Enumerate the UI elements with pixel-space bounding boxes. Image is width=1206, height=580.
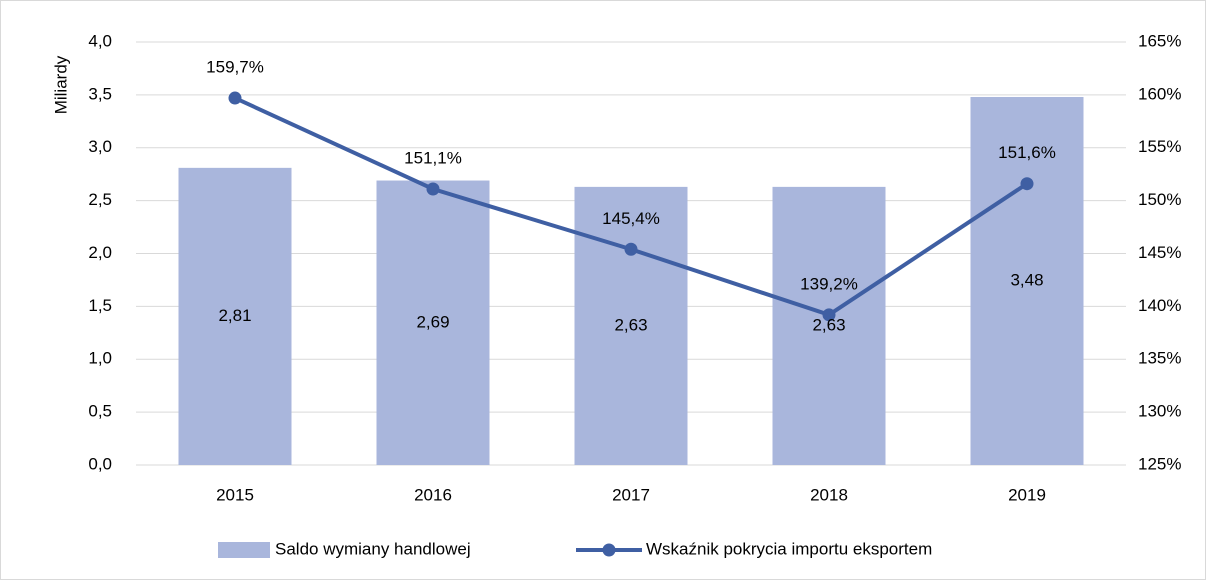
data-label: 145,4% bbox=[602, 209, 660, 228]
legend-swatch bbox=[218, 542, 270, 558]
y-tick-label: 2,5 bbox=[88, 190, 112, 209]
bar bbox=[376, 180, 490, 465]
y2-tick-label: 125% bbox=[1138, 454, 1181, 473]
x-tick-label: 2018 bbox=[810, 485, 848, 504]
x-tick-label: 2016 bbox=[414, 485, 452, 504]
y-tick-label: 2,0 bbox=[88, 243, 112, 262]
data-label: 151,1% bbox=[404, 148, 462, 167]
line-point bbox=[426, 182, 440, 196]
y-tick-label: 0,0 bbox=[88, 454, 112, 473]
line-point bbox=[1020, 177, 1034, 191]
data-label: 151,6% bbox=[998, 143, 1056, 162]
data-label: 2,69 bbox=[416, 312, 449, 331]
data-label: 2,81 bbox=[218, 306, 251, 325]
legend-marker bbox=[602, 543, 616, 557]
data-label: 2,63 bbox=[614, 315, 647, 334]
bar bbox=[772, 186, 886, 465]
y2-tick-label: 160% bbox=[1138, 84, 1181, 103]
y2-tick-label: 135% bbox=[1138, 349, 1181, 368]
y2-tick-label: 155% bbox=[1138, 137, 1181, 156]
y-tick-label: 4,0 bbox=[88, 31, 112, 50]
line-point bbox=[822, 308, 836, 322]
data-label: 3,48 bbox=[1010, 270, 1043, 289]
y-tick-label: 1,5 bbox=[88, 296, 112, 315]
line-point bbox=[228, 91, 242, 105]
x-tick-label: 2015 bbox=[216, 485, 254, 504]
bar bbox=[178, 167, 292, 465]
y2-tick-label: 150% bbox=[1138, 190, 1181, 209]
line-point bbox=[624, 242, 638, 256]
data-label: 2,63 bbox=[812, 315, 845, 334]
bar bbox=[574, 186, 688, 465]
y2-tick-label: 130% bbox=[1138, 402, 1181, 421]
bar bbox=[970, 96, 1084, 466]
data-label: 139,2% bbox=[800, 274, 858, 293]
x-tick-label: 2017 bbox=[612, 485, 650, 504]
y2-tick-label: 140% bbox=[1138, 296, 1181, 315]
y-tick-label: 1,0 bbox=[88, 349, 112, 368]
y-tick-label: 3,5 bbox=[88, 84, 112, 103]
y-tick-label: 0,5 bbox=[88, 402, 112, 421]
legend-label: Wskaźnik pokrycia importu eksportem bbox=[646, 539, 932, 558]
y-axis-title: Miliardy bbox=[51, 55, 70, 114]
y2-tick-label: 145% bbox=[1138, 243, 1181, 262]
y-tick-label: 3,0 bbox=[88, 137, 112, 156]
y2-tick-label: 165% bbox=[1138, 31, 1181, 50]
data-label: 159,7% bbox=[206, 58, 264, 77]
legend-label: Saldo wymiany handlowej bbox=[275, 539, 471, 558]
x-tick-label: 2019 bbox=[1008, 485, 1046, 504]
